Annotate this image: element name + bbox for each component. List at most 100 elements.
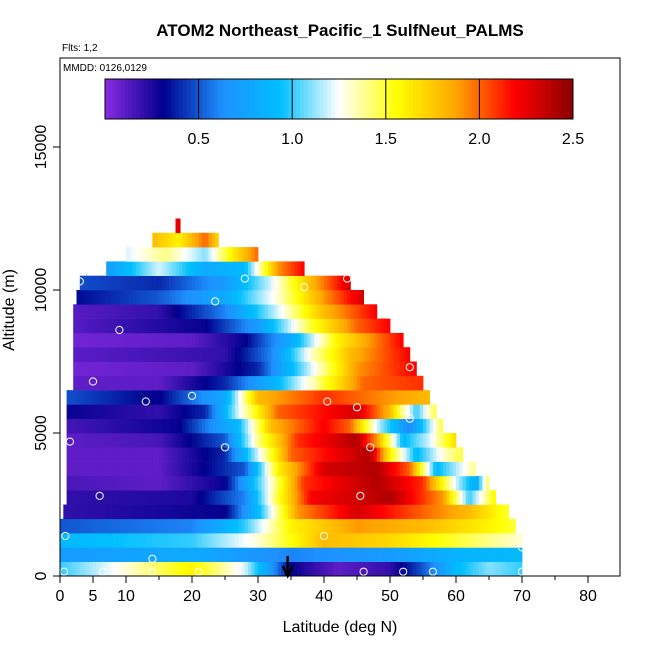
heatmap-cell — [254, 375, 259, 391]
heatmap-cell — [205, 490, 209, 505]
heatmap-cell — [340, 290, 345, 305]
heatmap-cell — [185, 304, 190, 319]
heatmap-cell — [182, 290, 186, 305]
heatmap-cell — [192, 518, 196, 534]
heatmap-cell — [485, 490, 490, 505]
heatmap-cell — [215, 232, 219, 248]
heatmap-cell — [139, 318, 143, 334]
heatmap-cell — [244, 475, 249, 491]
heatmap-cell — [264, 404, 269, 419]
heatmap-cell — [403, 547, 407, 562]
heatmap-cell — [320, 332, 325, 348]
colorbar-segment — [276, 79, 281, 119]
heatmap-cell — [489, 533, 493, 548]
heatmap-cell — [366, 475, 371, 491]
heatmap-cell — [277, 375, 282, 391]
heatmap-cell — [416, 433, 421, 448]
heatmap-cell — [376, 533, 381, 548]
heatmap-cell — [172, 447, 176, 462]
heatmap-cell — [248, 332, 252, 348]
heatmap-cell — [300, 547, 305, 562]
heatmap-cell — [119, 518, 124, 534]
heatmap-cell — [126, 547, 130, 562]
heatmap-cell — [267, 332, 272, 348]
heatmap-cell — [284, 275, 289, 291]
heatmap-cell — [442, 447, 447, 462]
heatmap-cell — [175, 218, 180, 234]
heatmap-cell — [396, 504, 401, 520]
heatmap-cell — [380, 447, 384, 462]
heatmap-cell — [86, 275, 91, 291]
heatmap-cell — [112, 347, 117, 362]
heatmap-cell — [139, 504, 143, 520]
heatmap-cell — [383, 561, 388, 577]
heatmap-cell — [188, 561, 193, 577]
heatmap-cell — [192, 318, 196, 334]
heatmap-cell — [353, 290, 358, 305]
heatmap-cell — [310, 518, 315, 534]
heatmap-cell — [162, 547, 166, 562]
heatmap-cell — [201, 547, 206, 562]
heatmap-cell — [211, 261, 216, 276]
heatmap-cell — [459, 533, 463, 548]
heatmap-cell — [287, 290, 292, 305]
heatmap-cell — [300, 347, 305, 362]
heatmap-cell — [66, 418, 71, 434]
heatmap-cell — [294, 318, 298, 334]
heatmap-cell — [175, 518, 180, 534]
heatmap-cell — [300, 290, 305, 305]
heatmap-cell — [93, 347, 97, 362]
heatmap-cell — [89, 318, 94, 334]
heatmap-cell — [89, 290, 94, 305]
heatmap-cell — [188, 547, 193, 562]
heatmap-cell — [317, 332, 322, 348]
heatmap-cell — [93, 533, 97, 548]
heatmap-cell — [218, 347, 223, 362]
heatmap-cell — [515, 547, 520, 562]
heatmap-cell — [129, 390, 133, 405]
heatmap-cell — [126, 533, 130, 548]
heatmap-cell — [139, 332, 143, 348]
heatmap-cell — [248, 433, 252, 448]
heatmap-cell — [439, 433, 444, 448]
heatmap-cell — [132, 304, 137, 319]
heatmap-cell — [291, 561, 295, 577]
heatmap-cell — [287, 318, 292, 334]
heatmap-cell — [363, 475, 368, 491]
heatmap-cell — [132, 404, 137, 419]
heatmap-cell — [287, 475, 292, 491]
colorbar-segment — [163, 79, 168, 119]
heatmap-cell — [79, 490, 84, 505]
heatmap-cell — [172, 504, 176, 520]
heatmap-cell — [386, 490, 391, 505]
heatmap-cell — [228, 375, 232, 391]
heatmap-cell — [347, 561, 351, 577]
heatmap-cell — [116, 447, 120, 462]
heatmap-cell — [324, 447, 328, 462]
heatmap-cell — [149, 533, 153, 548]
heatmap-cell — [403, 361, 407, 377]
heatmap-cell — [413, 461, 417, 477]
heatmap-cell — [396, 433, 401, 448]
heatmap-cell — [419, 461, 424, 477]
heatmap-cell — [291, 461, 295, 477]
heatmap-cell — [192, 261, 196, 276]
heatmap-cell — [106, 375, 110, 391]
heatmap-cell — [208, 533, 213, 548]
heatmap-cell — [178, 475, 183, 491]
heatmap-cell — [357, 490, 361, 505]
heatmap-cell — [281, 361, 285, 377]
heatmap-cell — [264, 490, 269, 505]
heatmap-cell — [251, 490, 256, 505]
heatmap-cell — [195, 390, 199, 405]
heatmap-cell — [310, 275, 315, 291]
heatmap-cell — [175, 561, 180, 577]
heatmap-cell — [76, 504, 81, 520]
heatmap-cell — [485, 547, 490, 562]
heatmap-cell — [337, 533, 341, 548]
x-tick-label: 50 — [381, 588, 399, 605]
heatmap-cell — [185, 447, 190, 462]
heatmap-cell — [406, 533, 411, 548]
heatmap-cell — [396, 561, 401, 577]
heatmap-cell — [492, 518, 496, 534]
